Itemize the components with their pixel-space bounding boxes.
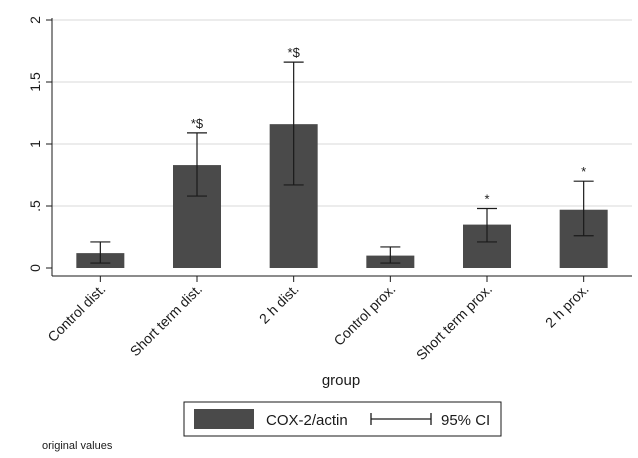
legend: COX-2/actin 95% CI: [183, 401, 502, 437]
y-tick-label: 0: [27, 264, 43, 272]
legend-bar-swatch: [194, 409, 254, 429]
significance-marker: *$: [191, 116, 204, 131]
significance-marker: *: [581, 164, 586, 179]
category-label: Short term dist.: [127, 281, 205, 359]
legend-bar-label: COX-2/actin: [266, 412, 348, 429]
category-label: 2 h dist.: [256, 281, 302, 327]
legend-box: [183, 401, 502, 437]
category-labels: Control dist. Short term dist. 2 h dist. Co…: [44, 281, 591, 363]
category-label: 2 h prox.: [542, 281, 592, 331]
y-tick-label: 1.5: [27, 72, 43, 92]
y-tick-label: 2: [27, 16, 43, 24]
significance-marker: *: [484, 191, 489, 206]
category-label: Short term prox.: [413, 281, 495, 363]
category-label: Control prox.: [330, 281, 398, 349]
y-axis: 0 .5 1 1.5 2: [27, 16, 53, 276]
bars: [76, 124, 608, 268]
error-bars: [90, 61, 594, 264]
category-label: Control dist.: [44, 281, 108, 345]
footnote: original values: [42, 440, 113, 452]
legend-ci-label: 95% CI: [441, 412, 490, 429]
grid-lines: [52, 19, 632, 207]
significance-marker: *$: [288, 45, 301, 60]
y-tick-label: 1: [27, 140, 43, 148]
significance-markers: *$ *$ * *: [191, 45, 586, 206]
x-axis-title: group: [322, 372, 360, 389]
x-axis: [52, 275, 632, 282]
y-tick-label: .5: [27, 200, 43, 212]
